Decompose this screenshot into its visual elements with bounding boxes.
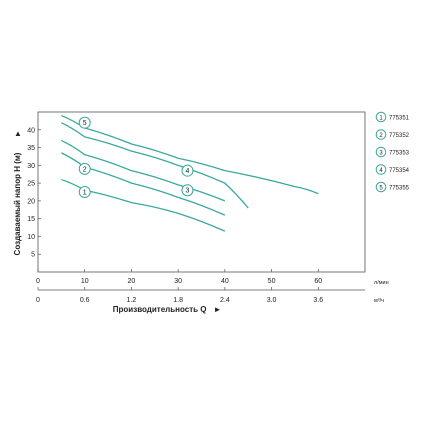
x-tick-label-secondary: 0.6 (80, 297, 90, 304)
curve-marker-circle (78, 186, 91, 198)
legend-marker (375, 111, 387, 123)
curve-marker-circle (78, 162, 91, 175)
x-tick-label-secondary: 2.4 (220, 297, 230, 304)
legend-marker (375, 164, 387, 175)
legend-marker (375, 181, 387, 193)
y-tick-label: 5 (31, 252, 35, 259)
y-tick-label: 25 (27, 181, 35, 188)
x-tick-label-primary: 60 (314, 278, 322, 285)
legend-marker-number: 3 (379, 150, 383, 156)
y-axis-arrow-icon: ▲ (14, 129, 22, 138)
legend-item-label: 775355 (389, 185, 410, 191)
legend-item-label: 775352 (389, 133, 410, 139)
legend-item-label: 775353 (389, 150, 410, 156)
x-unit-primary: л/мин (374, 280, 389, 286)
x-tick-label-secondary: 1.8 (173, 297, 183, 304)
y-tick-label: 40 (27, 127, 35, 134)
x-tick-label-secondary: 0 (36, 297, 40, 304)
series-line-775351 (61, 178, 226, 232)
x-tick-label-primary: 10 (81, 278, 89, 285)
legend-marker (375, 146, 387, 158)
x-axis-arrow-icon: ► (214, 305, 222, 314)
axes: Создаваемый напор H (м) ▲ Производительн… (13, 127, 389, 314)
legend-marker-number: 2 (379, 133, 383, 139)
x-tick-label-secondary: 1.2 (127, 297, 137, 304)
y-tick-label: 35 (27, 145, 35, 152)
curve-marker-label: 4 (186, 168, 190, 175)
curve-marker-circle (78, 116, 91, 129)
y-tick-label: 10 (27, 234, 35, 241)
x-tick-label-primary: 40 (221, 278, 229, 285)
legend-marker-number: 5 (379, 185, 383, 191)
x-tick-label-primary: 0 (36, 278, 40, 285)
x-tick-label-secondary: 3.0 (267, 297, 277, 304)
legend-marker-number: 4 (379, 168, 383, 174)
x-unit-secondary: м³/ч (374, 298, 384, 304)
curve-marker-label: 1 (83, 190, 87, 197)
chart-frame (37, 111, 366, 291)
curve-marker-label: 5 (83, 120, 87, 127)
x-tick-label-primary: 20 (128, 278, 136, 285)
y-tick-label: 15 (27, 216, 35, 223)
series-line-775352 (61, 152, 226, 216)
curve-label-layer: 1 2 3 4 5 (78, 116, 194, 198)
series-line-775354 (61, 122, 249, 209)
legend-item-label: 775354 (389, 168, 410, 174)
curve-marker-label: 3 (186, 188, 190, 195)
curve-marker-circle (181, 164, 194, 177)
curve-marker-circle (181, 184, 194, 197)
legend: 1 775351 2 775352 3 775353 4 775354 5 775355 (375, 111, 410, 193)
plot-border (37, 111, 366, 273)
legend-marker-number: 1 (379, 115, 383, 121)
x-tick-label-primary: 50 (268, 278, 276, 285)
y-tick-label: 20 (27, 198, 35, 205)
series-line-775355 (61, 114, 319, 195)
x-tick-label-primary: 30 (174, 278, 182, 285)
x-axis-label: Производительность Q (113, 305, 207, 314)
legend-marker (375, 129, 387, 140)
x-tick-label-secondary: 3.6 (313, 297, 323, 304)
y-axis-label: Создаваемый напор H (м) (13, 152, 22, 255)
curve-marker-label: 2 (83, 166, 87, 173)
y-tick-label: 30 (27, 163, 35, 170)
legend-item-label: 775351 (389, 115, 410, 121)
